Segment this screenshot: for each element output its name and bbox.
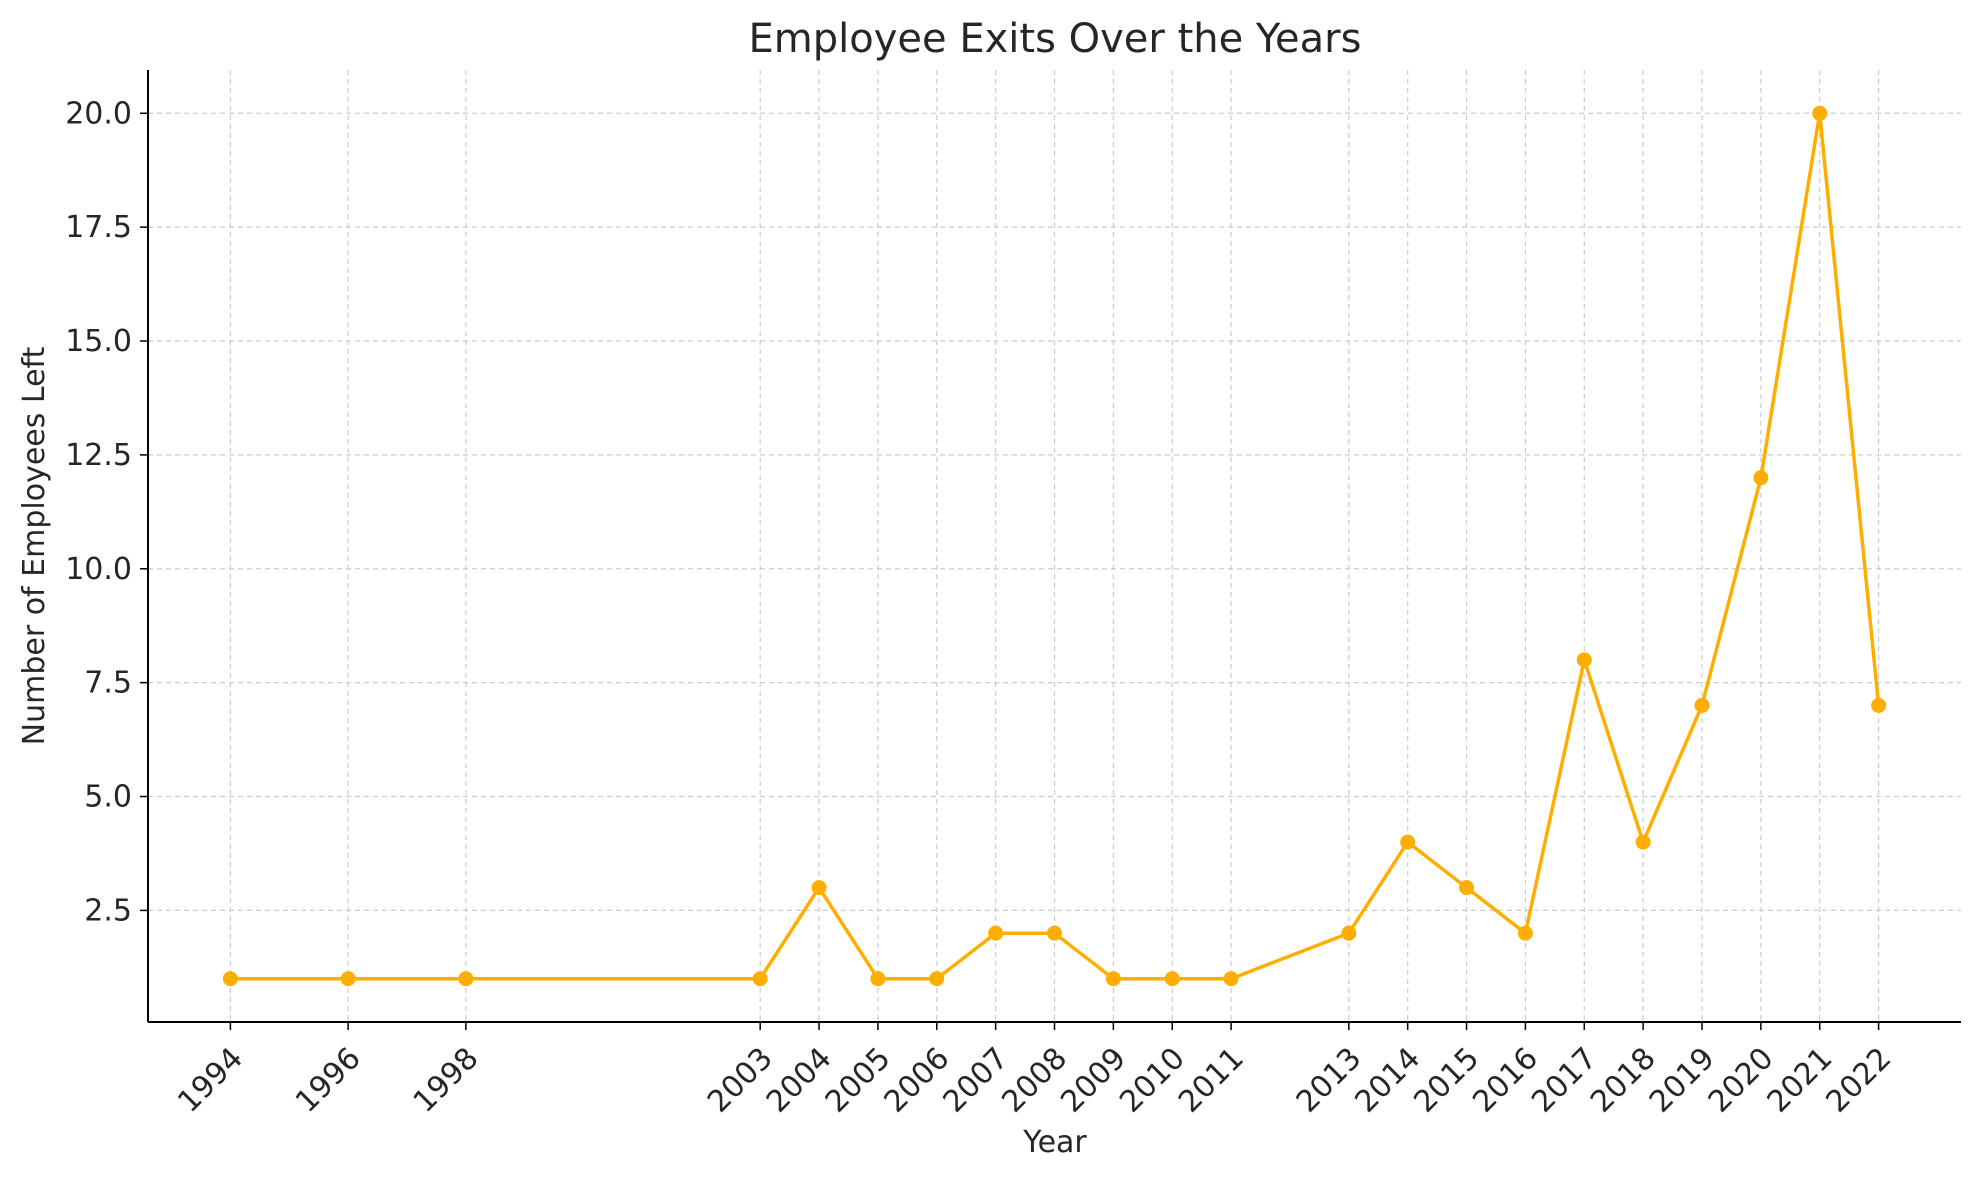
x-tick-label: 2015 [1407,1041,1486,1120]
x-tick-label: 1994 [171,1041,250,1120]
x-tick-label: 2011 [1172,1041,1251,1120]
data-point [1164,971,1180,987]
x-tick-label: 2014 [1349,1041,1428,1120]
x-tick-label: 2016 [1466,1041,1545,1120]
axes-layer [147,70,1961,1023]
x-tick-label: 2007 [937,1041,1016,1120]
y-tick-label: 15.0 [65,324,132,359]
x-axis-label: Year [1022,1125,1087,1160]
data-point [752,971,768,987]
data-point [458,971,474,987]
y-tick-label: 7.5 [84,666,132,701]
x-tick-label: 1996 [289,1041,368,1120]
x-tick-label: 2019 [1643,1041,1722,1120]
series-layer [222,105,1887,987]
data-point [1047,925,1062,941]
grid-layer [148,70,1961,1022]
x-tick-label: 2022 [1820,1041,1899,1120]
chart-title: Employee Exits Over the Years [749,16,1362,62]
y-tick-label: 5.0 [84,780,132,815]
data-point [1105,971,1121,987]
data-point [1576,652,1592,668]
data-point [870,971,886,987]
data-point [1871,697,1887,713]
data-point [1341,925,1357,941]
y-tick-label: 2.5 [84,893,132,928]
x-tick-label: 2004 [760,1041,839,1120]
y-tick-label: 12.5 [65,438,132,473]
data-point [811,880,827,896]
y-tick-label: 10.0 [65,552,132,587]
x-tick-label: 2020 [1702,1041,1781,1120]
y-tick-label: 17.5 [65,210,132,245]
data-point [1812,105,1828,121]
data-point [340,971,356,987]
y-tick-label: 20.0 [65,96,132,131]
x-tick-label: 2008 [995,1041,1074,1120]
data-point [1459,880,1475,896]
x-tick-label: 2017 [1525,1041,1604,1120]
series-line [230,111,1881,981]
data-point [1223,971,1239,987]
y-axis-label: Number of Employees Left [17,346,52,745]
x-tick-label: 2003 [701,1041,780,1120]
data-point [222,971,238,987]
ticks-layer: 2.5 5.0 7.5 10.0 12.5 15.0 17.5 20.0 1994 1996 199… [65,96,1898,1119]
x-tick-label: 2013 [1290,1041,1369,1120]
x-tick-label: 2006 [878,1041,957,1120]
data-point [1635,834,1651,850]
data-point [988,925,1004,941]
data-point [1753,470,1769,486]
x-tick-label: 1998 [407,1041,486,1120]
x-tick-label: 2018 [1584,1041,1663,1120]
x-tick-label: 2021 [1761,1041,1840,1120]
x-tick-label: 2010 [1113,1041,1192,1120]
data-point [1517,925,1533,941]
data-point [1400,834,1416,850]
x-tick-label: 2009 [1054,1041,1133,1120]
data-point [929,971,945,987]
data-point [1694,697,1710,713]
x-tick-label: 2005 [819,1041,898,1120]
